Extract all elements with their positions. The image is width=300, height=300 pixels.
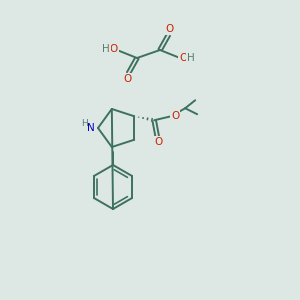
Text: O: O bbox=[154, 137, 162, 147]
Text: N: N bbox=[87, 123, 95, 133]
Text: H: H bbox=[187, 53, 195, 63]
Text: H: H bbox=[81, 118, 87, 127]
Text: O: O bbox=[171, 111, 179, 121]
Text: O: O bbox=[110, 44, 118, 54]
Text: O: O bbox=[179, 53, 187, 63]
Text: H: H bbox=[102, 44, 110, 54]
Text: O: O bbox=[123, 74, 131, 84]
Text: O: O bbox=[166, 24, 174, 34]
